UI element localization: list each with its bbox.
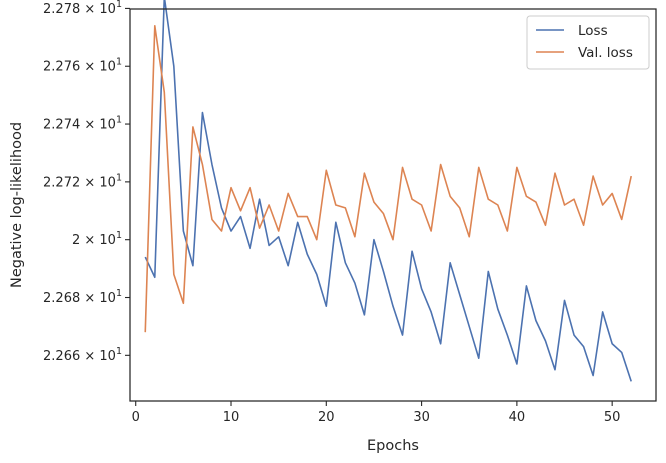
x-axis-label: Epochs [367,438,419,454]
y-tick-label: 2.274 × 101 [43,115,122,133]
x-tick-label: 0 [132,410,140,425]
legend-label-val-loss: Val. loss [578,45,633,61]
x-axis: 0 10 20 30 40 50 [132,401,621,425]
y-tick-label: 2.272 × 101 [43,172,122,190]
series-line-val-loss [144,24,633,333]
y-axis-label: Negative log-likelihood [9,122,25,288]
x-tick-label: 10 [223,410,240,425]
y-tick-label: 2.278 × 101 [43,0,122,17]
y-tick-label: 2.266 × 101 [43,346,122,364]
y-tick-label: 2 × 101 [72,230,122,248]
y-tick-label: 2.268 × 101 [43,288,122,306]
series-line-loss [144,0,632,382]
x-tick-label: 40 [509,410,526,425]
x-tick-label: 30 [413,410,430,425]
plot-area [129,0,657,402]
legend: Loss Val. loss [526,15,650,70]
x-tick-label: 20 [318,410,335,425]
axes-frame [129,8,657,402]
x-tick-label: 50 [604,410,621,425]
y-tick-label: 2.276 × 101 [43,57,122,75]
series-layer [144,0,633,382]
legend-label-loss: Loss [578,23,608,39]
y-axis: 2.266 × 101 2.268 × 101 2 × 101 2.272 × 101… [43,0,130,364]
